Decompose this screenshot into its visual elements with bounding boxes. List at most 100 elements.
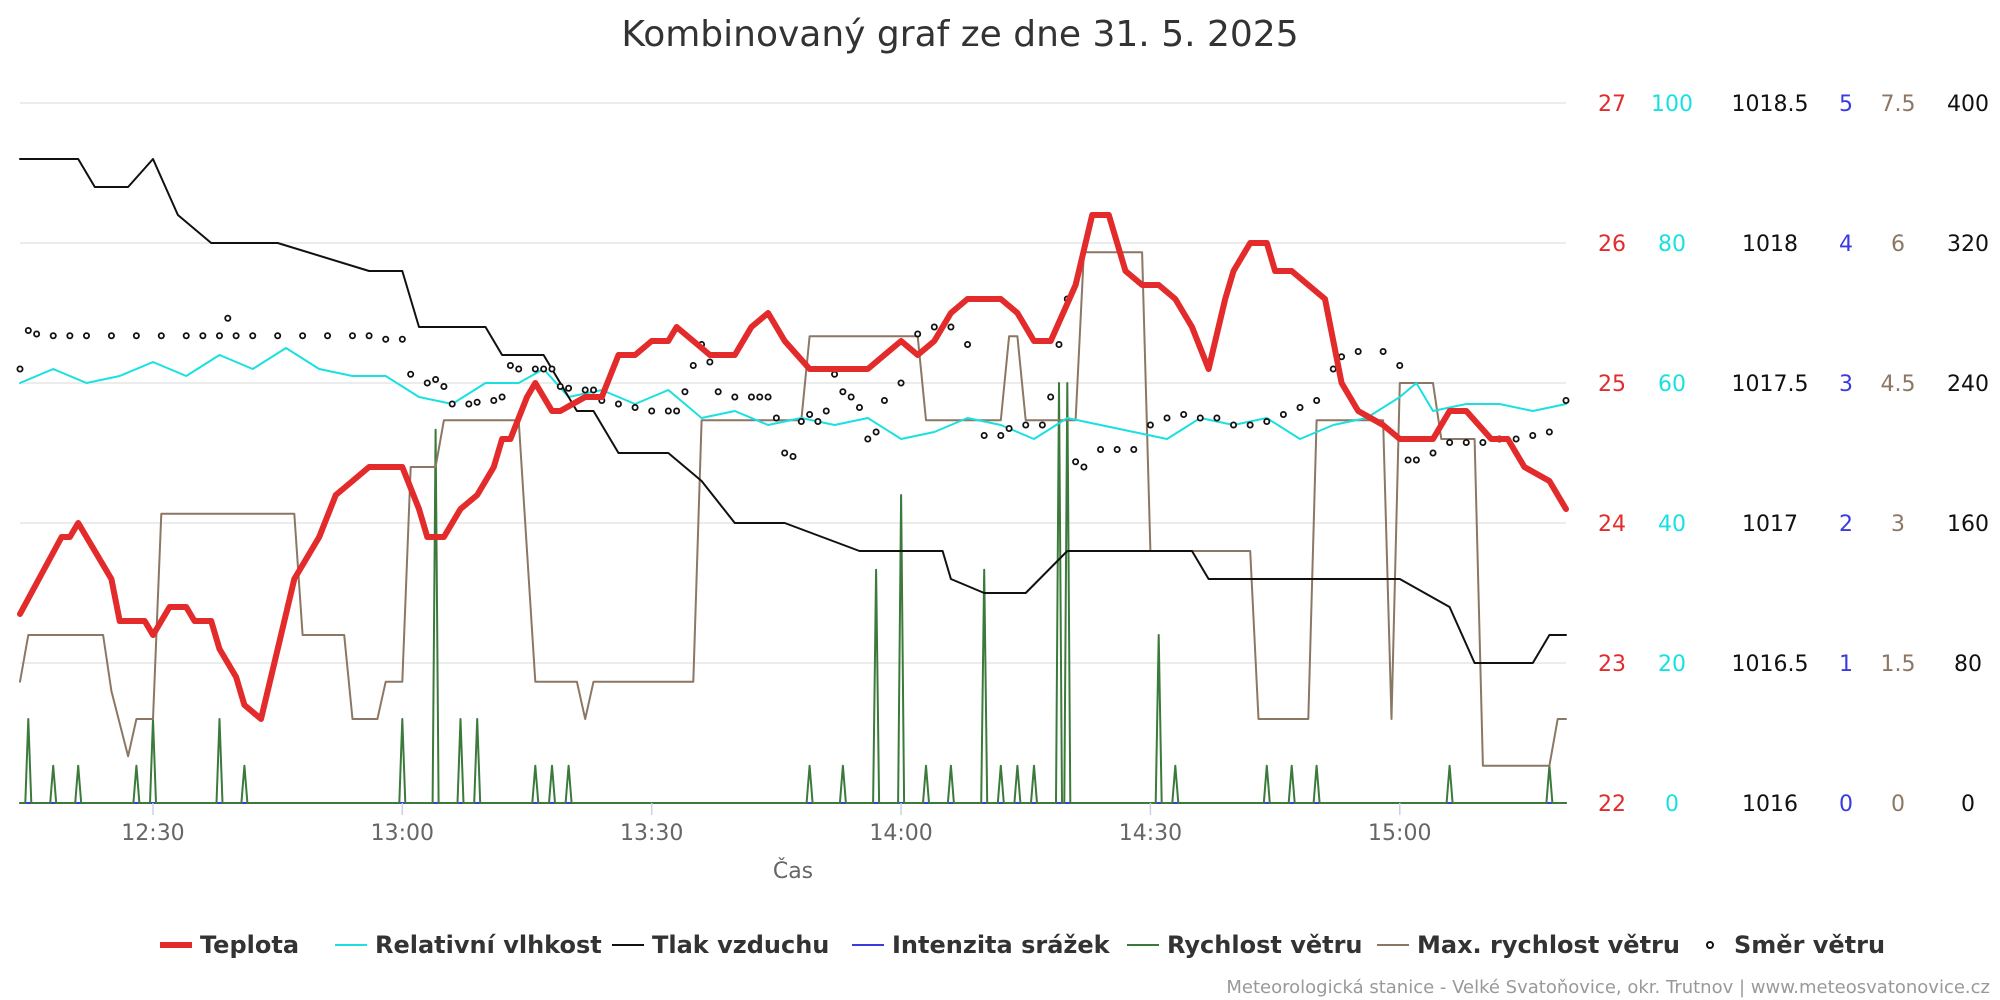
wind-direction-point bbox=[772, 414, 780, 422]
x-axis-title: Čas bbox=[773, 858, 813, 884]
wind-direction-point bbox=[440, 382, 448, 390]
wind-direction-point bbox=[365, 332, 373, 340]
wind-direction-point bbox=[1196, 414, 1204, 422]
y-tick-label-dir: 160 bbox=[1947, 512, 1989, 537]
wind-direction-point bbox=[1462, 438, 1470, 446]
y-tick-label-hum: 20 bbox=[1658, 652, 1686, 677]
wind-direction-point bbox=[24, 326, 32, 334]
wind-direction-point bbox=[548, 365, 556, 373]
wind-direction-point bbox=[714, 388, 722, 396]
wind-direction-point bbox=[581, 386, 589, 394]
wind-direction-point bbox=[1163, 414, 1171, 422]
wind-direction-point bbox=[914, 330, 922, 338]
series-gust bbox=[19, 251, 1567, 767]
legend: Teplota Relativní vlhkost Tlak vzduchu Inte… bbox=[160, 931, 1885, 959]
wind-direction-point bbox=[806, 410, 814, 418]
x-tick-label: 13:00 bbox=[371, 821, 434, 846]
wind-direction-point bbox=[681, 388, 689, 396]
wind-direction-point bbox=[855, 403, 863, 411]
legend-item-label: Teplota bbox=[200, 931, 299, 959]
wind-direction-point bbox=[324, 332, 332, 340]
wind-direction-point bbox=[880, 396, 888, 404]
wind-direction-point bbox=[797, 417, 805, 425]
y-tick-label-temp: 24 bbox=[1598, 512, 1626, 537]
wind-direction-point bbox=[648, 407, 656, 415]
wind-direction-point bbox=[1329, 365, 1337, 373]
x-tick-label: 13:30 bbox=[620, 821, 683, 846]
wind-direction-point bbox=[490, 396, 498, 404]
series-line-gust bbox=[19, 251, 1567, 767]
wind-direction-point bbox=[1412, 456, 1420, 464]
wind-direction-point bbox=[1038, 421, 1046, 429]
y-tick-label-hum: 100 bbox=[1651, 92, 1693, 117]
y-tick-label-dir: 240 bbox=[1947, 372, 1989, 397]
wind-direction-point bbox=[1047, 393, 1055, 401]
series-line-press bbox=[19, 158, 1567, 664]
wind-direction-point bbox=[407, 370, 415, 378]
x-tick-label: 14:00 bbox=[869, 821, 932, 846]
wind-direction-point bbox=[398, 335, 406, 343]
wind-direction-point bbox=[1113, 445, 1121, 453]
y-tick-label-press: 1018 bbox=[1742, 232, 1798, 257]
legend-item-label: Max. rychlost větru bbox=[1417, 931, 1680, 959]
wind-direction-point bbox=[82, 332, 90, 340]
y-tick-label-temp: 27 bbox=[1598, 92, 1626, 117]
wind-direction-point bbox=[964, 340, 972, 348]
wind-direction-point bbox=[731, 393, 739, 401]
wind-direction-point bbox=[199, 332, 207, 340]
wind-direction-point bbox=[1097, 445, 1105, 453]
y-tick-label-dir: 0 bbox=[1961, 792, 1975, 817]
wind-direction-point bbox=[872, 428, 880, 436]
legend-item-label: Směr větru bbox=[1734, 931, 1885, 959]
wind-direction-point bbox=[515, 365, 523, 373]
wind-direction-point bbox=[756, 393, 764, 401]
x-tick-label: 12:30 bbox=[121, 821, 184, 846]
wind-direction-point bbox=[781, 449, 789, 457]
wind-direction-point bbox=[747, 393, 755, 401]
y-tick-label-gust: 0 bbox=[1891, 792, 1905, 817]
y-tick-label-temp: 26 bbox=[1598, 232, 1626, 257]
y-tick-label-dir: 320 bbox=[1947, 232, 1989, 257]
wind-direction-point bbox=[1263, 417, 1271, 425]
y-tick-label-rain: 3 bbox=[1839, 372, 1853, 397]
wind-direction-point bbox=[232, 332, 240, 340]
wind-direction-point bbox=[1446, 438, 1454, 446]
y-tick-label-hum: 60 bbox=[1658, 372, 1686, 397]
wind-direction-point bbox=[506, 361, 514, 369]
x-tick-label: 15:00 bbox=[1368, 821, 1431, 846]
y-tick-label-temp: 23 bbox=[1598, 652, 1626, 677]
wind-direction-point bbox=[565, 384, 573, 392]
wind-direction-point bbox=[1022, 421, 1030, 429]
y-tick-label-dir: 80 bbox=[1954, 652, 1982, 677]
wind-direction-point bbox=[814, 417, 822, 425]
y-tick-label-rain: 4 bbox=[1839, 232, 1853, 257]
wind-direction-point bbox=[1279, 410, 1287, 418]
y-tick-label-hum: 40 bbox=[1658, 512, 1686, 537]
wind-direction-point bbox=[1396, 361, 1404, 369]
y-tick-label-rain: 2 bbox=[1839, 512, 1853, 537]
wind-direction-point bbox=[182, 332, 190, 340]
y-tick-label-press: 1018.5 bbox=[1732, 92, 1809, 117]
y-tick-label-gust: 1.5 bbox=[1881, 652, 1916, 677]
wind-direction-point bbox=[1404, 456, 1412, 464]
wind-direction-point bbox=[33, 330, 41, 338]
wind-direction-point bbox=[789, 452, 797, 460]
wind-direction-point bbox=[224, 314, 232, 322]
wind-direction-point bbox=[107, 332, 115, 340]
wind-direction-point bbox=[1296, 403, 1304, 411]
series-line-hum bbox=[19, 347, 1567, 440]
wind-direction-point bbox=[1354, 347, 1362, 355]
y-tick-label-press: 1017 bbox=[1742, 512, 1798, 537]
y-tick-label-gust: 3 bbox=[1891, 512, 1905, 537]
wind-direction-point bbox=[1130, 445, 1138, 453]
series-hum bbox=[19, 347, 1567, 440]
y-tick-label-gust: 7.5 bbox=[1881, 92, 1916, 117]
x-axis: 12:30 13:00 13:30 14:00 14:30 15:00 bbox=[121, 803, 1431, 846]
wind-direction-point bbox=[1080, 463, 1088, 471]
series-temp bbox=[17, 212, 1569, 722]
wind-direction-point bbox=[465, 400, 473, 408]
wind-direction-point bbox=[66, 332, 74, 340]
wind-direction-point bbox=[1246, 421, 1254, 429]
wind-direction-point bbox=[822, 407, 830, 415]
wind-direction-point bbox=[498, 393, 506, 401]
